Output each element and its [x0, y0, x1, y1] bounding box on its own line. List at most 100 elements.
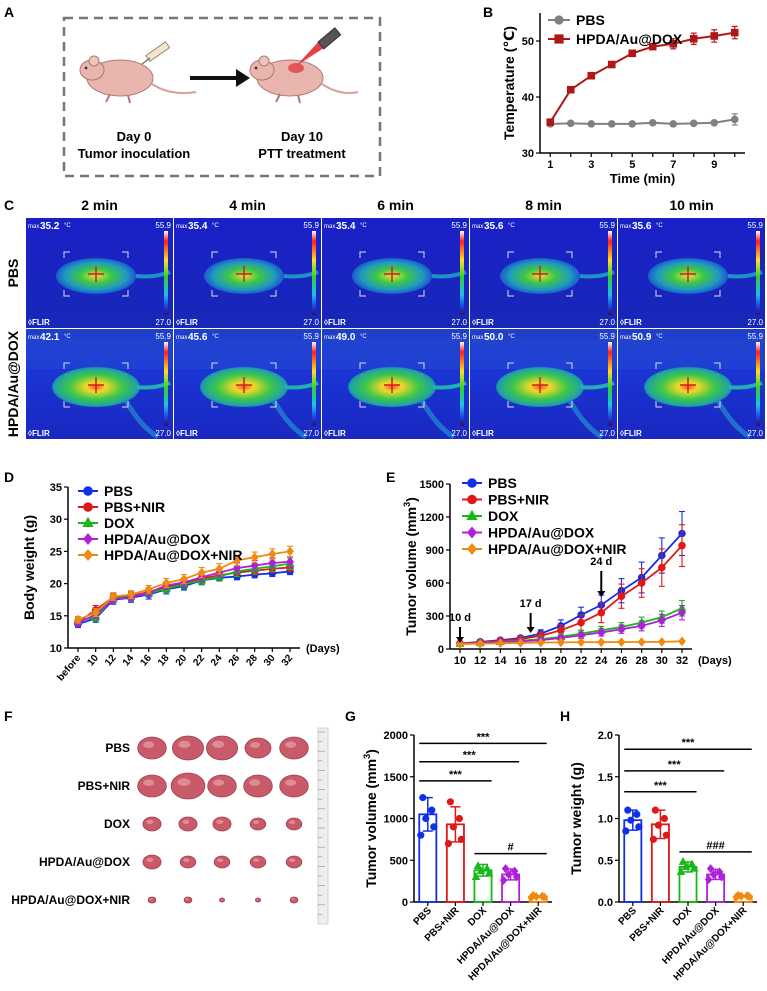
- tumor: [142, 816, 162, 832]
- series-line: [549, 31, 735, 123]
- tumor: [207, 774, 237, 798]
- legend-marker: [554, 34, 564, 44]
- data-point: [233, 555, 241, 566]
- tumor: [218, 897, 225, 903]
- x-tick-label: 16: [138, 653, 154, 669]
- series-line: [77, 562, 291, 622]
- y-tick-label: 1.0: [598, 814, 613, 826]
- data-point: [501, 864, 510, 874]
- day0-label: Day 0: [117, 129, 152, 144]
- y-tick-label: 30: [522, 148, 534, 160]
- tumor: [170, 772, 206, 800]
- legend-label: HPDA/Au@DOX+NIR: [488, 541, 627, 557]
- mouse-illustration-day0: [79, 41, 197, 104]
- bar-group-hpda-au-dox-nir: [732, 890, 753, 903]
- tumor: [244, 737, 272, 759]
- time-header: 6 min: [377, 197, 414, 213]
- tumor: [179, 855, 197, 869]
- max-temperature: 49.0: [336, 332, 356, 343]
- tumor: [171, 735, 204, 761]
- x-tick-label: 14: [121, 653, 137, 669]
- tumor-highlight: [285, 741, 297, 748]
- data-point: [540, 892, 548, 902]
- thermal-image: 55.9 27.0 max 35.6 °C ◊FLIR: [470, 218, 617, 328]
- data-point: [649, 835, 658, 843]
- thermal-image: 55.9 27.0 max 35.4 °C ◊FLIR: [322, 218, 469, 328]
- tumor-highlight: [212, 740, 225, 749]
- thermal-image: 55.9 27.0 max 35.2 °C ◊FLIR: [26, 218, 173, 328]
- data-point: [536, 637, 545, 648]
- focus-bracket-icon: [507, 362, 573, 408]
- tumor-highlight: [213, 779, 225, 786]
- annotation-arrowhead-icon: [456, 637, 464, 643]
- series-hpda-au-dox: [546, 25, 739, 127]
- data-point: [510, 866, 519, 876]
- annotation-label: 24 d: [590, 556, 612, 568]
- series-line: [550, 118, 735, 125]
- tumor-highlight: [249, 779, 261, 786]
- focus-bracket-icon: [63, 362, 129, 408]
- focus-bracket-icon: [655, 362, 721, 408]
- data-point: [607, 60, 616, 69]
- time-header: 4 min: [229, 197, 266, 213]
- significance-label: ***: [449, 769, 463, 781]
- data-point: [637, 579, 646, 587]
- tumor-group-label: HPDA/Au@DOX+NIR: [11, 893, 130, 907]
- tumor: [254, 897, 261, 903]
- y-tick-label: 10: [50, 643, 62, 655]
- tumor: [183, 896, 193, 904]
- data-point: [527, 892, 535, 902]
- data-point: [633, 810, 641, 818]
- focus-bracket-icon: [359, 251, 425, 297]
- series-hpda-au-dox-nir: [74, 545, 294, 625]
- tumor-highlight: [285, 779, 297, 786]
- tumor-highlight: [146, 819, 154, 825]
- thermal-hand-shadow: [618, 339, 765, 369]
- scale-max: 55.9: [303, 221, 319, 230]
- bar-group-pbs-nir: [649, 806, 671, 903]
- max-temperature: 50.9: [632, 332, 652, 343]
- tumor-highlight: [143, 741, 155, 748]
- y-tick-label: 1200: [420, 512, 444, 524]
- legend-label: HPDA/Au@DOX: [576, 31, 683, 47]
- data-point: [678, 636, 686, 647]
- thermal-image: 55.9 27.0 max 42.1 °C ◊FLIR: [26, 329, 173, 440]
- data-point: [476, 866, 486, 875]
- x-axis-label: (Days): [306, 643, 340, 655]
- thermal-tail-2: [715, 399, 752, 440]
- tumor-group-label: PBS+NIR: [78, 779, 131, 793]
- flir-logo: ◊FLIR: [472, 318, 494, 327]
- flir-logo: ◊FLIR: [176, 429, 198, 438]
- y-tick-label: 900: [426, 545, 444, 557]
- y-axis-label: Body weight (g): [21, 515, 37, 620]
- flir-logo: ◊FLIR: [324, 318, 346, 327]
- legend-label: DOX: [488, 508, 519, 524]
- tumor-highlight: [149, 898, 153, 900]
- x-tick-label: 28: [244, 653, 260, 669]
- tumor-highlight: [217, 858, 224, 862]
- max-prefix: max: [176, 335, 187, 341]
- focus-bracket-icon: [211, 251, 277, 297]
- data-point: [430, 823, 438, 831]
- panel-a-dashed-box: [62, 16, 382, 178]
- x-tick-label: 20: [555, 655, 567, 667]
- row-label: PBS: [5, 259, 21, 288]
- x-tick-label: 7: [670, 159, 676, 171]
- tumor: [142, 854, 162, 870]
- scale-min: 27.0: [747, 318, 763, 327]
- chart-b: 30 40 50 1 3 5 7 9 Time (min) Temperature (℃) PBS H…: [501, 12, 745, 186]
- unit: °C: [656, 334, 663, 340]
- data-point: [250, 560, 259, 571]
- legend-label: PBS: [104, 483, 133, 499]
- day10-caption: PTT treatment: [258, 146, 346, 161]
- thermal-tail-2: [123, 399, 160, 440]
- data-point: [512, 872, 521, 882]
- data-point: [669, 39, 678, 48]
- panel-f: F PBS PBS+NIR DOX HPDA/Au@DOX HPDA/Au@DOX+NI…: [4, 708, 329, 925]
- data-point: [566, 85, 575, 94]
- legend-marker: [467, 494, 477, 505]
- data-point: [678, 607, 686, 618]
- data-point: [127, 589, 135, 600]
- data-point: [678, 541, 686, 550]
